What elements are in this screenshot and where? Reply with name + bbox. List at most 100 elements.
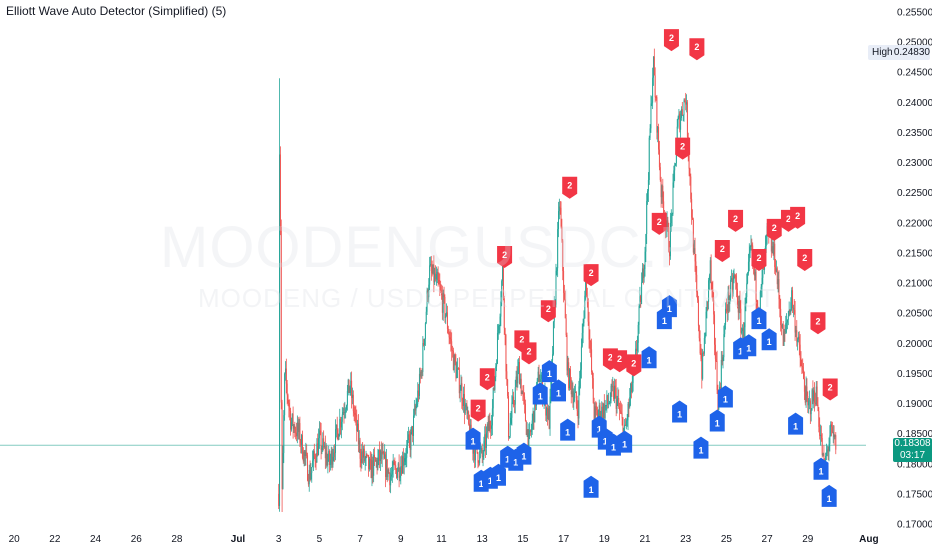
candle-body: [691, 217, 693, 220]
candle-body: [576, 403, 578, 411]
candle-body: [733, 275, 735, 280]
candle-body: [670, 215, 672, 223]
candle-body: [408, 434, 410, 439]
candle-body: [612, 386, 614, 388]
candle-body: [641, 282, 643, 304]
candle-body: [823, 453, 825, 459]
candle-body: [516, 376, 518, 384]
candle-body: [666, 220, 668, 228]
candle-body: [323, 446, 325, 448]
candle-body: [515, 376, 517, 388]
candle-body: [613, 386, 615, 399]
time-axis-label: 23: [680, 534, 692, 545]
candle-body: [518, 362, 520, 369]
wave-1-label: 1: [556, 388, 561, 398]
candle-body: [821, 437, 823, 456]
candle-body: [564, 299, 566, 319]
candle-body: [313, 451, 315, 457]
candle-body: [491, 408, 493, 426]
candle-body: [291, 413, 293, 423]
candle-body: [519, 362, 521, 385]
candle-body: [340, 419, 342, 428]
wave-1-label: 1: [496, 473, 501, 483]
candle-body: [744, 303, 746, 328]
candle-body: [374, 454, 376, 459]
candle-body: [539, 381, 541, 383]
candle-body: [532, 411, 534, 421]
price-axis-label: 0.22000: [897, 218, 932, 229]
candle-body: [801, 365, 803, 368]
candle-body: [735, 275, 737, 282]
candle-body: [688, 152, 690, 169]
candle-body: [398, 463, 400, 478]
wave-1-label: 1: [647, 355, 652, 365]
wave-2-label: 2: [502, 250, 507, 260]
candle-body: [360, 458, 362, 463]
candle-body: [446, 312, 448, 316]
candle-body: [806, 386, 808, 397]
candle-body: [443, 292, 445, 297]
price-axis-label: 0.19500: [897, 369, 932, 380]
candle-body: [708, 275, 710, 281]
candle-body: [496, 363, 498, 367]
candle-body: [321, 448, 323, 450]
wave-2-marker: [562, 176, 578, 199]
candle-body: [480, 450, 482, 452]
candle-body: [339, 419, 341, 435]
candle-body: [513, 396, 515, 405]
wave-1-label: 1: [746, 343, 751, 353]
candle-body: [549, 396, 551, 429]
candle-body: [569, 369, 571, 389]
candle-body: [454, 355, 456, 363]
candle-body: [689, 168, 691, 177]
candle-body: [835, 435, 837, 450]
candle-body: [329, 451, 331, 466]
candle-body: [833, 432, 835, 438]
wave-1-label: 1: [827, 494, 832, 504]
candle-body: [413, 415, 415, 436]
candle-body: [683, 100, 685, 115]
candle-body: [407, 434, 409, 440]
wave-2-marker: [797, 249, 813, 272]
candle-body: [652, 77, 654, 103]
candle-body: [642, 268, 644, 279]
time-axis-label: 22: [49, 534, 61, 545]
candle-body: [716, 360, 718, 391]
wave-1-marker: [641, 346, 657, 369]
candle-body: [677, 117, 679, 127]
candle-body: [686, 102, 688, 105]
candle-body: [430, 263, 432, 272]
candle-body: [385, 454, 387, 477]
candle-body: [502, 266, 504, 282]
candle-body: [374, 458, 376, 462]
candle-body: [278, 493, 280, 506]
time-axis-label: 28: [171, 534, 183, 545]
candle-body: [789, 309, 791, 313]
wave-2-label: 2: [772, 223, 777, 233]
candle-body: [581, 332, 583, 347]
candle-body: [663, 201, 665, 219]
candle-body: [336, 424, 338, 430]
candle-body: [406, 445, 408, 458]
candle-body: [394, 464, 396, 466]
wave-2-label: 2: [567, 181, 572, 191]
candle-body: [711, 282, 713, 290]
candle-body: [808, 401, 810, 406]
candle-body: [620, 411, 622, 414]
candle-body: [524, 396, 526, 404]
candle-body: [485, 432, 487, 448]
candle-body: [361, 451, 363, 463]
indicator-title[interactable]: Elliott Wave Auto Detector (Simplified) …: [6, 4, 227, 18]
candle-body: [672, 182, 674, 214]
candle-body: [424, 339, 426, 346]
candle-body: [579, 378, 581, 387]
candle-body: [453, 355, 455, 371]
candle-body: [692, 219, 694, 253]
candle-body: [792, 307, 794, 309]
candle-body: [492, 387, 494, 409]
candle-body: [521, 391, 523, 394]
candle-body: [293, 425, 295, 429]
candle-body: [349, 387, 351, 393]
candle-body: [736, 281, 738, 289]
